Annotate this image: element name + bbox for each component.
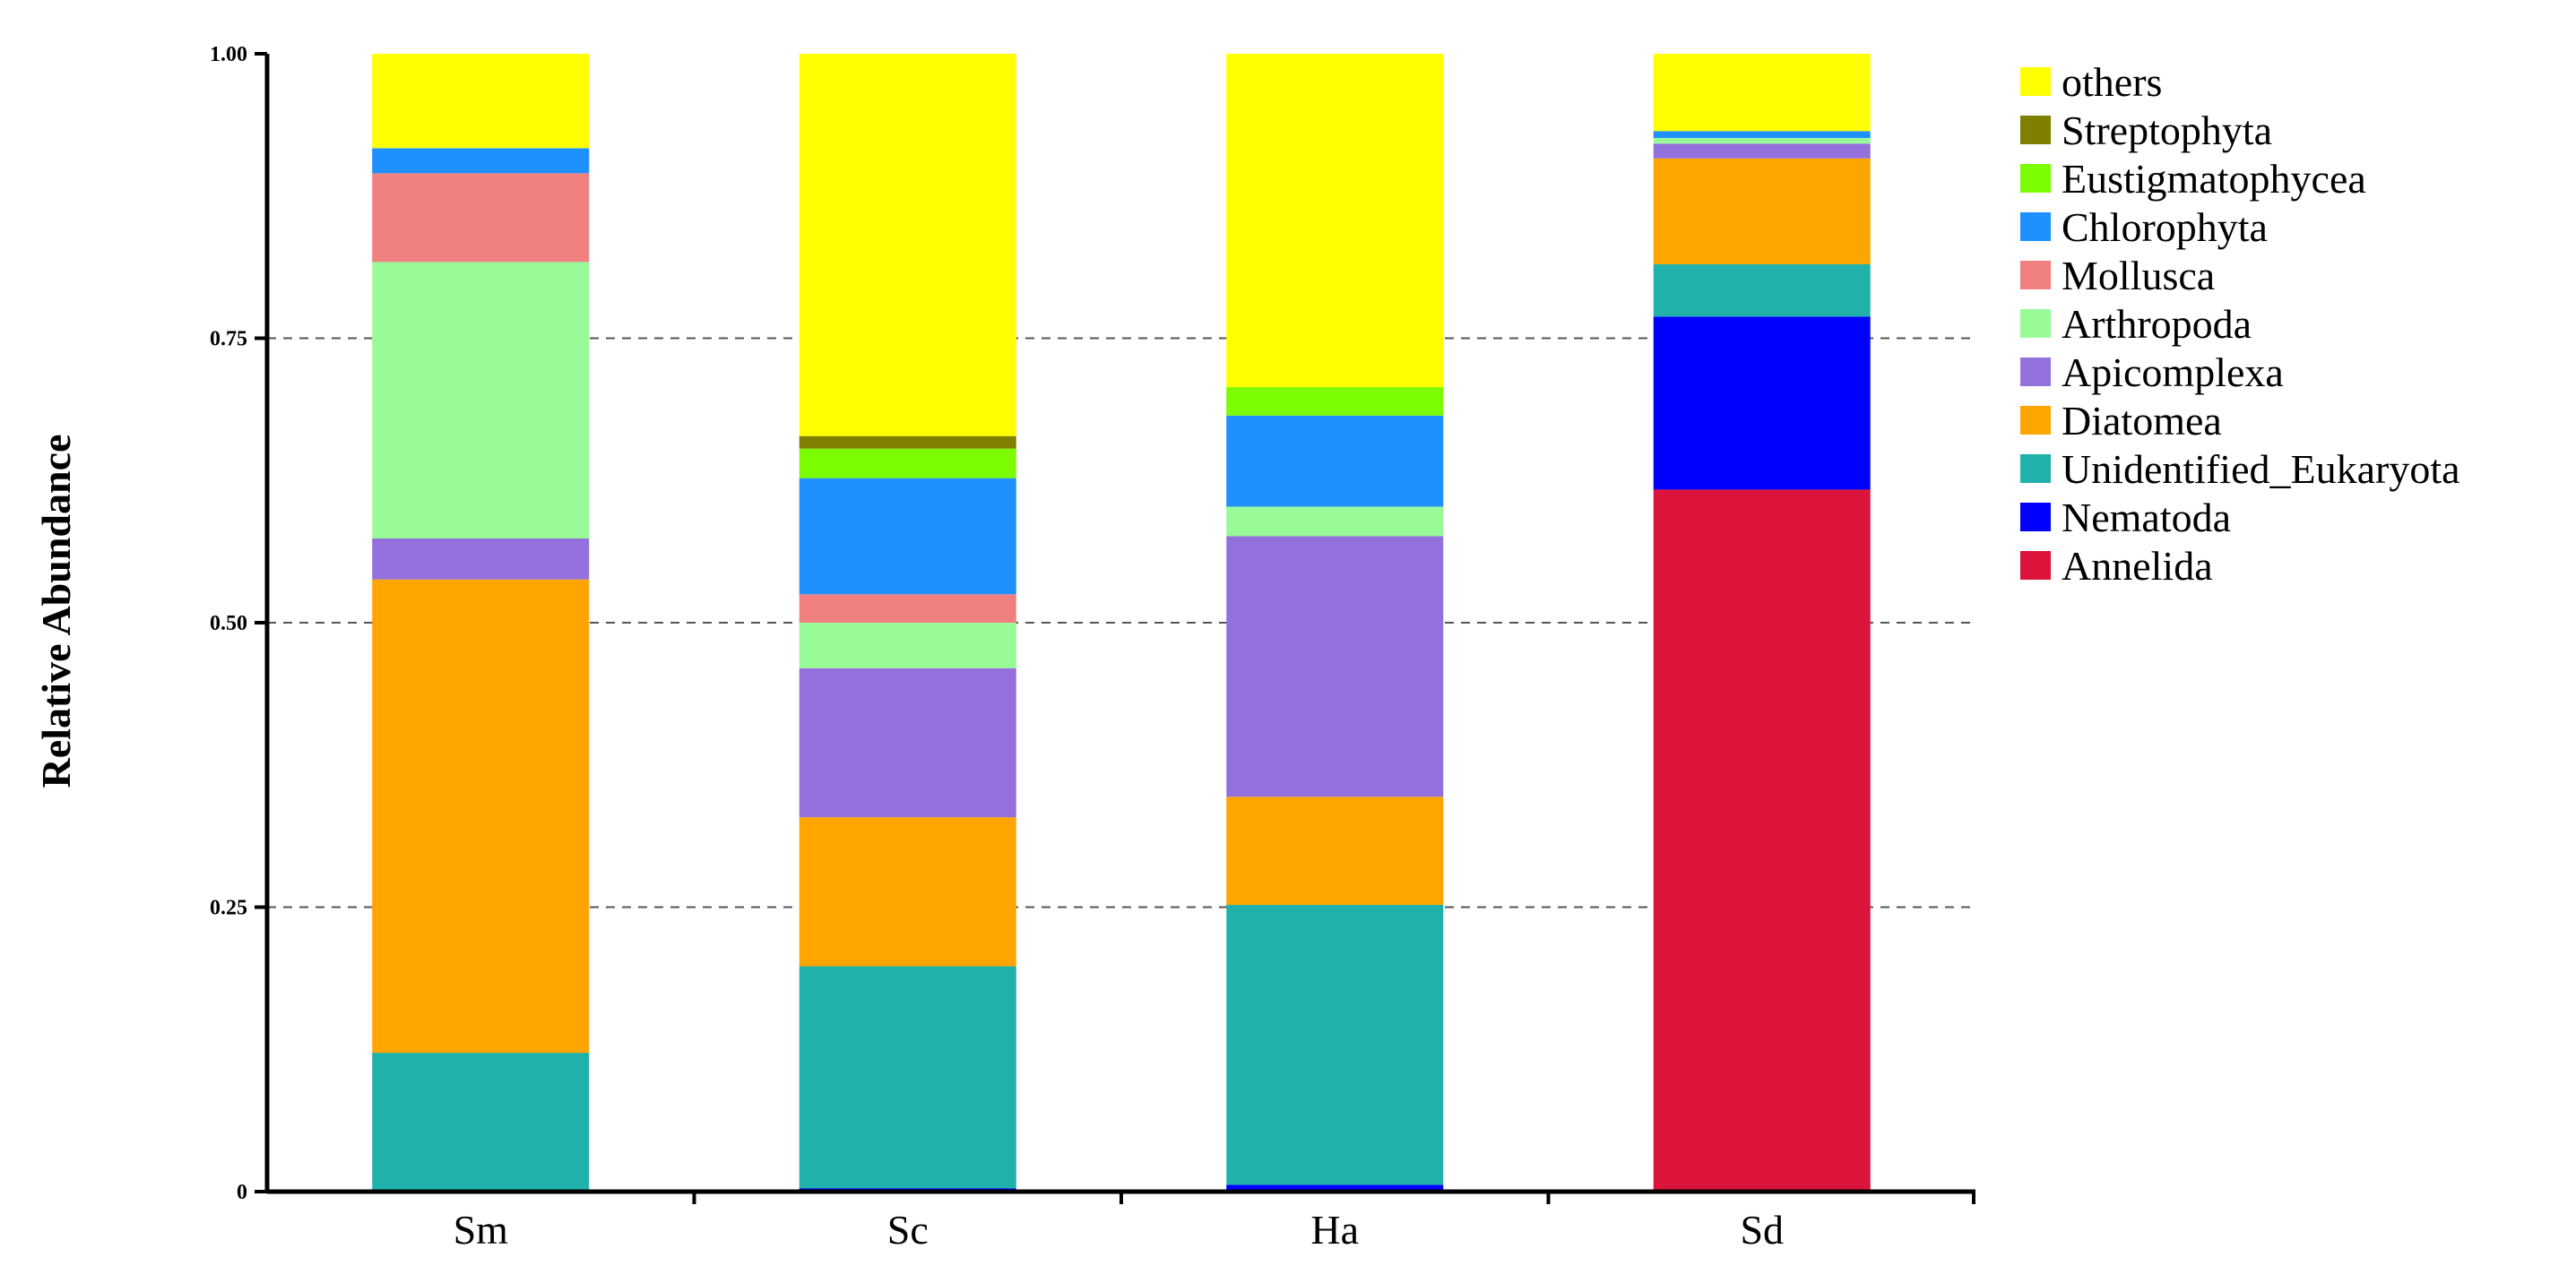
legend-label: Unidentified_Eukaryota (2062, 446, 2460, 492)
y-ticks: 0 0.25 0.50 0.75 1.00 (210, 43, 267, 1204)
legend-label: Annelida (2062, 543, 2213, 589)
legend-swatch (2020, 261, 2051, 289)
bar-segment (799, 817, 1016, 967)
bar-segment (1226, 904, 1444, 1185)
bar-segment (1653, 316, 1871, 490)
bar-segment (1226, 797, 1444, 905)
bar-segment (372, 579, 590, 1054)
bar-segment (1226, 506, 1444, 537)
legend-swatch (2020, 212, 2051, 241)
y-axis-title: Relative Abundance (33, 435, 79, 788)
bar-segment (1653, 489, 1871, 1192)
bar-segment (1226, 387, 1444, 416)
y-tick-label: 0.25 (210, 897, 247, 920)
x-category-label: Sd (1740, 1207, 1784, 1253)
bar-segments (372, 54, 1871, 1192)
x-category-label: Sm (454, 1207, 509, 1253)
bar-segment (1226, 415, 1444, 507)
bar-segment (799, 623, 1016, 668)
legend-swatch (2020, 309, 2051, 338)
x-ticks: Sm Sc Ha Sd (454, 1192, 1975, 1253)
legend-swatch (2020, 357, 2051, 386)
y-tick-label: 0 (237, 1181, 247, 1204)
bar-segment (372, 148, 590, 174)
bar-segment (1226, 536, 1444, 797)
legend-label: Arthropoda (2062, 301, 2252, 347)
bar-segment (1653, 131, 1871, 138)
legend: othersStreptophytaEustigmatophyceaChloro… (2020, 59, 2460, 589)
bar-segment (372, 538, 590, 580)
legend-label: Mollusca (2062, 253, 2215, 298)
legend-label: Nematoda (2062, 495, 2231, 540)
x-category-label: Sc (887, 1207, 929, 1253)
bar-segment (372, 262, 590, 539)
legend-label: Streptophyta (2062, 108, 2272, 153)
legend-swatch (2020, 503, 2051, 531)
legend-swatch (2020, 454, 2051, 483)
bar-segment (1226, 54, 1444, 388)
bar-segment (799, 667, 1016, 818)
bar-segment (1653, 263, 1871, 317)
legend-swatch (2020, 116, 2051, 144)
bar-segment (1653, 137, 1871, 144)
x-category-label: Ha (1310, 1207, 1359, 1253)
y-tick-label: 1.00 (210, 43, 247, 66)
legend-label: Eustigmatophycea (2062, 156, 2366, 202)
bar-segment (372, 54, 590, 149)
bar-segment (372, 173, 590, 263)
legend-label: Chlorophyta (2062, 204, 2268, 250)
bar-segment (372, 1053, 590, 1192)
bar-segment (1226, 1184, 1444, 1192)
legend-label: Diatomea (2062, 398, 2222, 444)
bar-segment (1653, 54, 1871, 132)
bar-segment (799, 448, 1016, 478)
bar-segment (799, 478, 1016, 595)
y-tick-label: 0.75 (210, 328, 247, 351)
bar-segment (799, 966, 1016, 1189)
legend-swatch (2020, 164, 2051, 193)
bar-segment (799, 435, 1016, 449)
legend-swatch (2020, 551, 2051, 580)
bar-segment (1653, 158, 1871, 264)
legend-swatch (2020, 406, 2051, 435)
bar-segment (799, 594, 1016, 623)
y-tick-label: 0.50 (210, 612, 247, 635)
bar-segment (799, 54, 1016, 436)
legend-swatch (2020, 67, 2051, 96)
legend-label: others (2062, 59, 2162, 105)
legend-label: Apicomplexa (2062, 349, 2284, 395)
bar-segment (1653, 143, 1871, 159)
